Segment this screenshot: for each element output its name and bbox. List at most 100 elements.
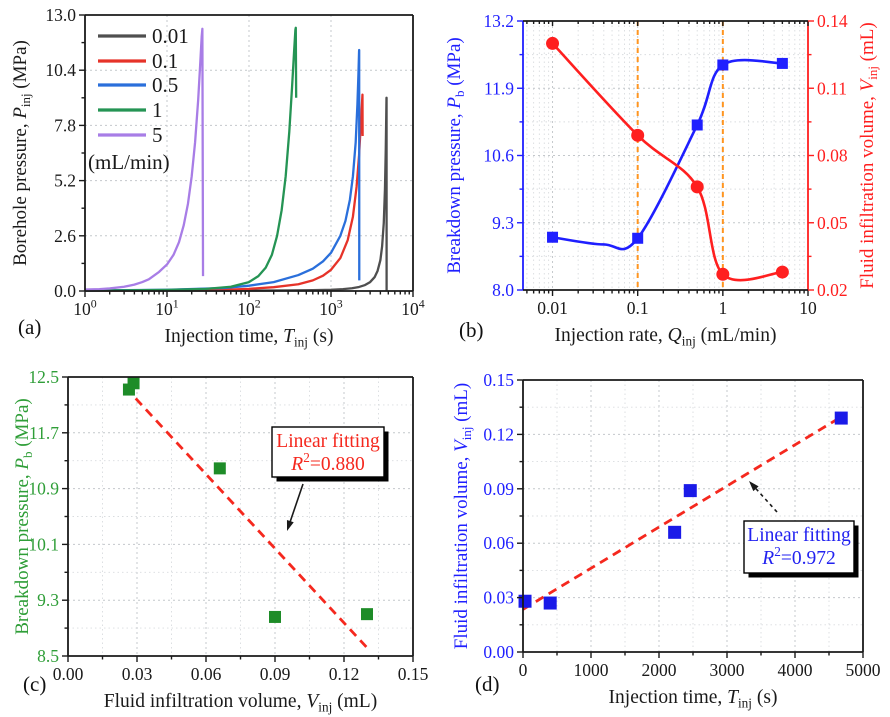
axis-titles: Injection rate, Qinj (mL/min) Breakdown p… (444, 22, 880, 348)
svg-text:0.08: 0.08 (817, 146, 848, 166)
svg-text:0.15: 0.15 (398, 664, 429, 684)
svg-text:13.0: 13.0 (45, 5, 76, 25)
legend: 0.010.10.515 (mL/min) (88, 24, 189, 174)
svg-text:0.03: 0.03 (122, 664, 153, 684)
svg-text:101: 101 (155, 297, 179, 319)
svg-text:0.06: 0.06 (483, 533, 514, 553)
tick-labels: 0 1000 2000 3000 4000 5000 0.00 0.03 0.06 0.09 0.1… (483, 370, 880, 680)
svg-text:Linear fitting: Linear fitting (747, 525, 851, 546)
series-fluid-infiltration-volume (546, 36, 789, 282)
svg-text:R2=0.972: R2=0.972 (761, 544, 835, 569)
svg-text:9.3: 9.3 (492, 213, 514, 233)
svg-text:13.2: 13.2 (483, 11, 514, 31)
series-1 (84, 26, 298, 292)
series-0.1 (84, 93, 364, 292)
axis-ticks (517, 20, 814, 296)
svg-text:0.01: 0.01 (537, 298, 568, 318)
panel-c: 0.00 0.03 0.06 0.09 0.12 0.15 8.5 9.3 10.1 10.9 11… (12, 367, 429, 714)
panel-label-c: (c) (23, 672, 47, 696)
svg-text:100: 100 (73, 297, 97, 319)
series-5 (84, 27, 205, 291)
svg-text:Fluid infiltration volume, Vin: Fluid infiltration volume, Vinj (mL) (451, 383, 474, 649)
svg-text:103: 103 (319, 297, 343, 319)
axis-titles: Fluid infiltration volume, Vinj (mL) Brea… (12, 398, 377, 714)
panel-label-d: (d) (475, 672, 500, 696)
svg-text:0.11: 0.11 (817, 78, 847, 98)
svg-text:11.9: 11.9 (484, 78, 514, 98)
svg-text:0.00: 0.00 (483, 642, 514, 662)
svg-text:Linear fitting: Linear fitting (276, 431, 380, 452)
svg-text:0.09: 0.09 (260, 664, 291, 684)
svg-text:8.5: 8.5 (37, 646, 59, 666)
svg-text:0: 0 (519, 660, 528, 680)
fit-line (522, 412, 848, 611)
svg-text:1: 1 (718, 298, 727, 318)
svg-text:12.5: 12.5 (28, 367, 59, 387)
svg-text:0.15: 0.15 (483, 370, 514, 390)
series-0.01 (85, 96, 388, 292)
svg-text:0.12: 0.12 (329, 664, 360, 684)
svg-text:10: 10 (799, 298, 817, 318)
svg-text:0.06: 0.06 (191, 664, 222, 684)
svg-text:Fluid infiltration volume, Vin: Fluid infiltration volume, Vinj (mL) (857, 22, 880, 288)
svg-text:1000: 1000 (574, 660, 609, 680)
panel-b: 0.01 0.1 1 108.09.310.611.913.20.020.050.08… (444, 11, 880, 348)
tick-labels: 100 101 102 103 104 0.0 2.6 5.2 7.8 10.4 13.0 (45, 5, 424, 319)
panel-d: 0 1000 2000 3000 4000 5000 0.00 0.03 0.06 0.09 0.1… (451, 370, 881, 710)
svg-text:0.03: 0.03 (483, 588, 514, 608)
series-0.5 (84, 48, 361, 292)
panel-label-b: (b) (459, 318, 484, 342)
svg-text:(mL/min): (mL/min) (88, 150, 170, 174)
svg-text:Breakdown pressure, Pb (MPa): Breakdown pressure, Pb (MPa) (12, 398, 35, 635)
svg-text:11.7: 11.7 (29, 423, 59, 443)
svg-text:2000: 2000 (642, 660, 677, 680)
svg-text:0.12: 0.12 (483, 424, 514, 444)
svg-text:Fluid infiltration volume, Vin: Fluid infiltration volume, Vinj (mL) (104, 691, 377, 714)
svg-text:Injection time, Tinj (s): Injection time, Tinj (s) (609, 687, 778, 710)
svg-text:7.8: 7.8 (54, 115, 76, 135)
svg-text:0.05: 0.05 (817, 213, 848, 233)
series-volume-vs-time (518, 411, 848, 610)
svg-text:8.0: 8.0 (492, 280, 514, 300)
svg-text:Injection rate, Qinj (mL/min): Injection rate, Qinj (mL/min) (555, 325, 777, 348)
svg-text:10.1: 10.1 (28, 534, 59, 554)
axis-titles: Injection time, Tinj (s) Borehole pressur… (10, 40, 333, 349)
svg-text:4000: 4000 (778, 660, 813, 680)
svg-text:104: 104 (401, 297, 425, 319)
svg-text:10.4: 10.4 (45, 60, 76, 80)
svg-text:0.1: 0.1 (627, 298, 649, 318)
panel-label-a: (a) (18, 315, 42, 339)
tick-labels: 0.00 0.03 0.06 0.09 0.12 0.15 8.5 9.3 10.1 10.9 11… (28, 367, 428, 684)
reference-lines (636, 21, 724, 290)
svg-text:0.01: 0.01 (152, 24, 189, 48)
svg-text:5.2: 5.2 (54, 171, 76, 191)
svg-text:0.5: 0.5 (152, 73, 178, 97)
series-breakdown-vs-volume (122, 377, 373, 623)
svg-text:3000: 3000 (710, 660, 745, 680)
svg-text:5: 5 (152, 123, 163, 147)
svg-text:0.00: 0.00 (53, 664, 84, 684)
axis-titles: Injection time, Tinj (s) Fluid infiltrati… (451, 383, 777, 711)
tick-labels: 0.01 0.1 1 108.09.310.611.913.20.020.050.08… (483, 11, 848, 318)
svg-text:1: 1 (152, 98, 163, 122)
svg-text:0.02: 0.02 (817, 280, 848, 300)
svg-text:0.09: 0.09 (483, 479, 514, 499)
svg-text:10.9: 10.9 (28, 479, 59, 499)
svg-text:R2=0.880: R2=0.880 (290, 450, 364, 475)
svg-text:0.0: 0.0 (54, 281, 76, 301)
gridlines (523, 380, 863, 652)
svg-text:9.3: 9.3 (37, 590, 59, 610)
axis-ticks (79, 14, 414, 297)
svg-text:2.6: 2.6 (54, 226, 76, 246)
gridlines (85, 15, 413, 291)
svg-text:Breakdown pressure, Pb (MPa): Breakdown pressure, Pb (MPa) (444, 37, 467, 274)
svg-text:Borehole pressure, Pinj (MPa): Borehole pressure, Pinj (MPa) (10, 40, 33, 266)
svg-text:0.14: 0.14 (817, 11, 848, 31)
svg-text:Injection time, Tinj (s): Injection time, Tinj (s) (165, 326, 334, 349)
gridlines (68, 377, 413, 656)
svg-text:5000: 5000 (846, 660, 881, 680)
